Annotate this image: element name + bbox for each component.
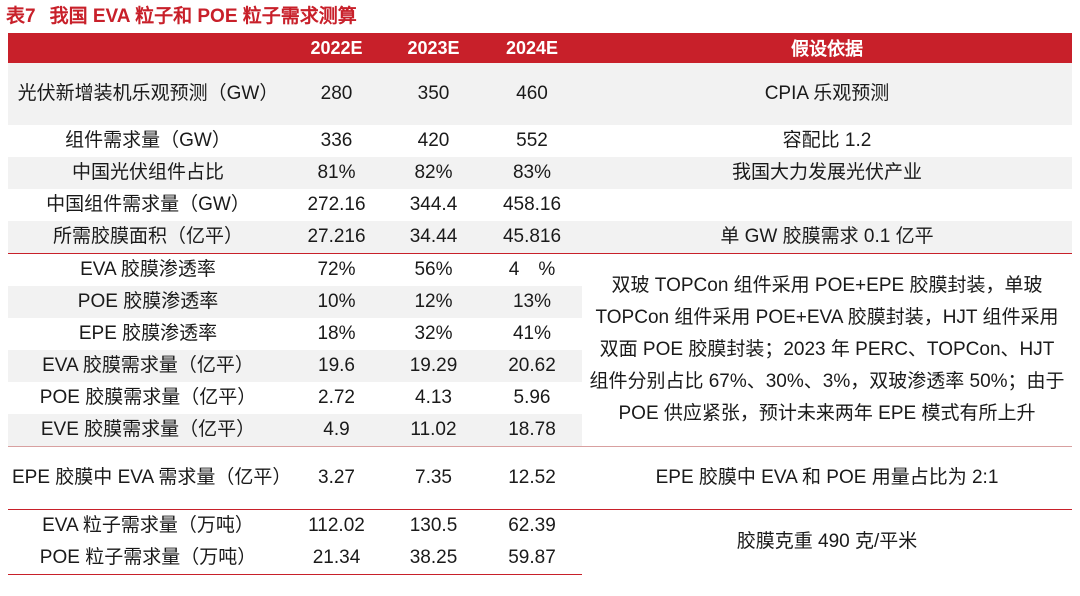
header-2023: 2023E <box>385 33 482 63</box>
demand-estimate-table: 2022E 2023E 2024E 假设依据 光伏新增装机乐观预测（GW） 28… <box>8 33 1072 575</box>
row-label: POE 胶膜渗透率 <box>8 286 288 318</box>
row-label: EVA 粒子需求量（万吨） <box>8 509 288 542</box>
row-label: EPE 胶膜渗透率 <box>78 323 218 344</box>
cell-2022: 2.72 <box>318 387 355 408</box>
row-label: EVA 胶膜需求量（亿平） <box>8 350 288 382</box>
cell-note: 单 GW 胶膜需求 0.1 亿平 <box>582 221 1072 254</box>
cell-2022: 81% <box>288 157 385 189</box>
header-2022: 2022E <box>288 33 385 63</box>
row-label: 中国组件需求量（GW） <box>46 194 250 215</box>
header-basis: 假设依据 <box>582 33 1072 63</box>
table-row: EPE 胶膜渗透率 18% 32% 41% <box>8 318 1072 350</box>
cell-note: CPIA 乐观预测 <box>582 63 1072 125</box>
cell-2023: 56% <box>385 253 482 286</box>
table-row: EPE 胶膜中 EVA 需求量（亿平） 3.27 7.35 12.52 EPE … <box>8 446 1072 510</box>
cell-2022: 3.27 <box>288 446 385 510</box>
merged-note-film-weight: 胶膜克重 490 克/平米 <box>582 509 1072 575</box>
row-label: 组件需求量（GW） <box>65 130 231 151</box>
table-title: 表7 我国 EVA 粒子和 POE 粒子需求测算 <box>6 3 357 31</box>
cell-2022: 21.34 <box>288 542 385 575</box>
cell-2022: 112.02 <box>288 509 385 542</box>
cell-2022: 19.6 <box>288 350 385 382</box>
cell-note: EPE 胶膜中 EVA 和 POE 用量占比为 2:1 <box>582 446 1072 510</box>
cell-2023: 34.44 <box>385 221 482 254</box>
table-row: 中国光伏组件占比 81% 82% 83% 我国大力发展光伏产业 <box>8 157 1072 189</box>
cell-2023: 38.25 <box>385 542 482 575</box>
cell-2024: 41% <box>512 323 552 344</box>
cell-2024: 20.62 <box>482 350 582 382</box>
cell-2024: 45.816 <box>482 221 582 254</box>
cell-2022: 272.16 <box>307 194 366 215</box>
row-label: POE 胶膜需求量（亿平） <box>39 387 257 408</box>
cell-2024: 458.16 <box>502 194 562 215</box>
table-number: 表7 <box>6 6 36 27</box>
row-label: EVE 胶膜需求量（亿平） <box>8 414 288 447</box>
cell-2024: 552 <box>516 130 548 151</box>
table-row: POE 粒子需求量（万吨） 21.34 38.25 59.87 <box>8 542 1072 575</box>
merged-note-film-share: 双玻 TOPCon 组件采用 POE+EPE 胶膜封装，单玻 TOPCon 组件… <box>582 253 1072 447</box>
row-label: 所需胶膜面积（亿平） <box>8 221 288 254</box>
cell-2023: 32% <box>414 323 453 344</box>
cell-2024: 18.78 <box>482 414 582 447</box>
cell-2023: 19.29 <box>385 350 482 382</box>
table-row: 光伏新增装机乐观预测（GW） 280 350 460 CPIA 乐观预测 <box>8 63 1072 125</box>
table-row: EVA 粒子需求量（万吨） 112.02 130.5 62.39 胶膜克重 49… <box>8 509 1072 575</box>
cell-2022: 18% <box>317 323 356 344</box>
table-row: EVA 胶膜渗透率 72% 56% 4 % 双玻 TOPCon 组件采用 POE… <box>8 253 1072 447</box>
table-row: POE 胶膜渗透率 10% 12% 13% <box>8 286 1072 318</box>
cell-2023: 344.4 <box>409 194 458 215</box>
cell-2022: 27.216 <box>288 221 385 254</box>
cell-2023: 7.35 <box>385 446 482 510</box>
header-label <box>8 33 288 63</box>
row-label: EVA 胶膜渗透率 <box>8 253 288 286</box>
cell-note: 容配比 1.2 <box>782 130 872 151</box>
row-label: EPE 胶膜中 EVA 需求量（亿平） <box>8 446 291 510</box>
row-label: 光伏新增装机乐观预测（GW） <box>8 63 288 125</box>
table-row: EVE 胶膜需求量（亿平） 4.9 11.02 18.78 <box>8 414 1072 447</box>
cell-note <box>582 189 1072 221</box>
table-row: 组件需求量（GW） 336 420 552 容配比 1.2 <box>8 125 1072 157</box>
cell-2024: 4 % <box>482 253 582 286</box>
cell-2024: 59.87 <box>482 542 582 575</box>
cell-2023: 82% <box>385 157 482 189</box>
cell-2024: 13% <box>482 286 582 318</box>
cell-2024: 5.96 <box>513 387 551 408</box>
cell-2023: 420 <box>417 130 450 151</box>
cell-2023: 12% <box>385 286 482 318</box>
cell-2023: 4.13 <box>415 387 452 408</box>
cell-2023: 11.02 <box>385 414 482 447</box>
cell-2022: 72% <box>288 253 385 286</box>
cell-2022: 280 <box>288 63 385 125</box>
header-2024: 2024E <box>482 33 582 63</box>
cell-2023: 130.5 <box>385 509 482 542</box>
table-caption: 我国 EVA 粒子和 POE 粒子需求测算 <box>49 6 357 27</box>
table-row: EVA 胶膜需求量（亿平） 19.6 19.29 20.62 <box>8 350 1072 382</box>
cell-2024: 83% <box>482 157 582 189</box>
cell-2024: 62.39 <box>482 509 582 542</box>
table-row: POE 胶膜需求量（亿平） 2.72 4.13 5.96 <box>8 382 1072 414</box>
table-row: 所需胶膜面积（亿平） 27.216 34.44 45.816 单 GW 胶膜需求… <box>8 221 1072 254</box>
cell-2024: 12.52 <box>482 446 582 510</box>
cell-2022: 10% <box>288 286 385 318</box>
cell-2023: 350 <box>385 63 482 125</box>
cell-2024: 460 <box>482 63 582 125</box>
cell-2022: 336 <box>320 130 353 151</box>
cell-note: 我国大力发展光伏产业 <box>582 157 1072 189</box>
row-label: 中国光伏组件占比 <box>8 157 288 189</box>
table-row: 中国组件需求量（GW） 272.16 344.4 458.16 <box>8 189 1072 221</box>
cell-2022: 4.9 <box>288 414 385 447</box>
row-label: POE 粒子需求量（万吨） <box>8 542 288 575</box>
header-row: 2022E 2023E 2024E 假设依据 <box>8 33 1072 63</box>
